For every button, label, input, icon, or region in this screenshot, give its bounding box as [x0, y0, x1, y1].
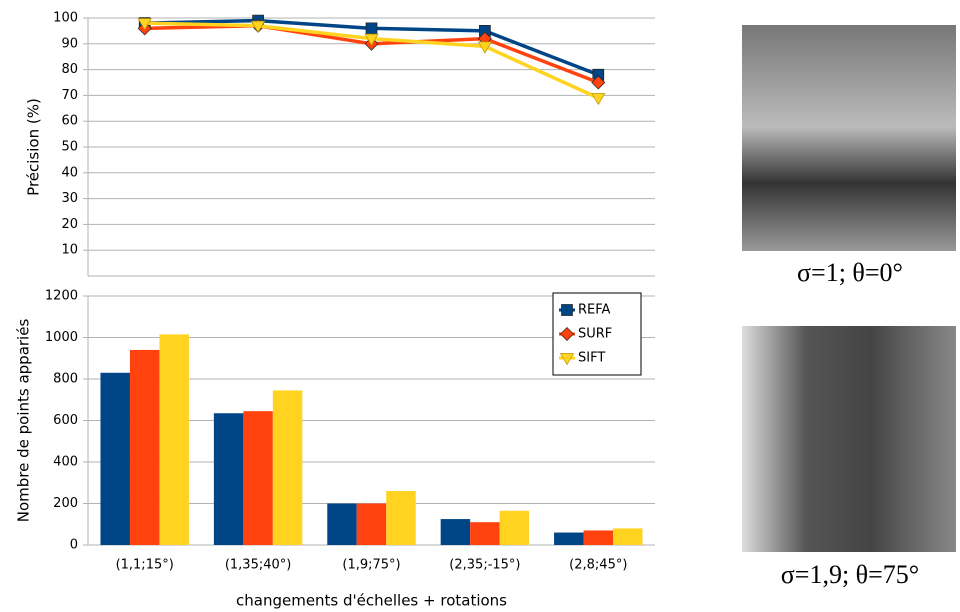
bar: [213, 413, 244, 545]
x-tick-label: (2,8;45°): [569, 558, 627, 573]
x-tick-label: (1,35;40°): [225, 558, 292, 573]
y-tick-label: 70: [61, 88, 78, 103]
y-tick-label: 20: [61, 217, 78, 232]
y-tick-label: 100: [53, 11, 78, 26]
x-axis-title: changements d'échelles + rotations: [236, 592, 507, 610]
bar: [554, 532, 584, 545]
bar: [386, 491, 416, 545]
bar: [613, 528, 643, 545]
marker: [559, 353, 575, 366]
y-tick-label: 0: [70, 538, 78, 553]
y-tick-label: 80: [61, 62, 78, 77]
marker: [137, 18, 152, 31]
bar: [243, 411, 273, 545]
bar: [356, 503, 387, 545]
marker: [591, 93, 606, 106]
y-tick-label: 400: [53, 455, 78, 470]
marker: [250, 20, 266, 33]
y-tick-label: 10: [61, 243, 78, 258]
marker: [477, 41, 493, 54]
x-tick-label: (1,1;15°): [116, 558, 174, 573]
bar: [272, 390, 303, 545]
y-tick-label: 800: [53, 372, 78, 387]
y-tick-label: 60: [61, 114, 78, 129]
y-tick-label: 90: [61, 36, 78, 51]
x-tick-label: (2,35;-15°): [449, 558, 520, 573]
y-tick-label: 40: [61, 165, 78, 180]
legend-label: SIFT: [578, 351, 605, 366]
y-axis-title: Nombre de points appariés: [15, 319, 33, 523]
bar: [440, 519, 471, 545]
bar: [583, 530, 614, 545]
y-tick-label: 600: [53, 413, 78, 428]
marker: [364, 33, 379, 46]
bar: [129, 349, 160, 545]
photo: [742, 25, 956, 251]
y-tick-label: 200: [53, 496, 78, 511]
bar: [100, 372, 130, 545]
y-tick-label: 50: [61, 140, 78, 155]
bar: [470, 522, 500, 545]
photo: [742, 326, 956, 552]
y-tick-label: 1000: [45, 330, 78, 345]
marker: [479, 25, 491, 37]
marker: [561, 304, 573, 316]
bar: [159, 334, 189, 545]
marker: [365, 22, 378, 35]
bar: [327, 503, 357, 545]
bar: [499, 510, 530, 545]
marker: [592, 68, 605, 81]
legend-label: REFA: [578, 303, 611, 318]
y-tick-label: 1200: [45, 289, 78, 304]
y-tick-label: 30: [61, 191, 78, 206]
x-tick-label: (1,9;75°): [342, 558, 400, 573]
y-axis-title: Précision (%): [25, 98, 43, 196]
legend-label: SURF: [578, 327, 612, 342]
image-caption: σ=1; θ=0°: [797, 258, 903, 287]
marker: [560, 327, 574, 341]
image-caption: σ=1,9; θ=75°: [781, 560, 919, 589]
marker: [591, 75, 606, 90]
